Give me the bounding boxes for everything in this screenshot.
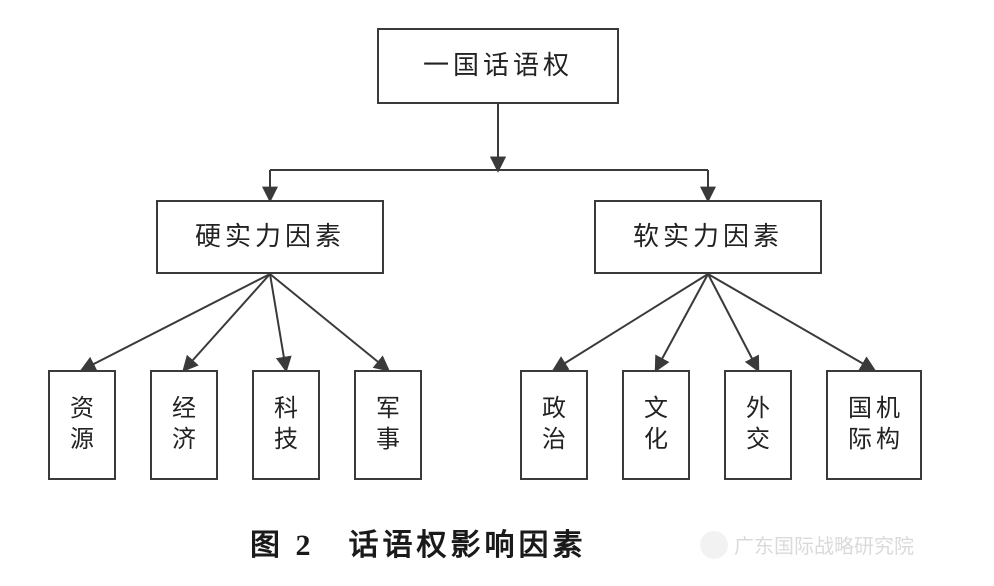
watermark: 广东国际战略研究院 xyxy=(700,530,914,559)
node-res: 资源 xyxy=(48,370,116,480)
watermark-icon xyxy=(700,531,728,559)
node-hard: 硬实力因素 xyxy=(156,200,384,274)
node-intl: 国际机构 xyxy=(826,370,922,480)
node-tech: 科技 xyxy=(252,370,320,480)
node-soft: 软实力因素 xyxy=(594,200,822,274)
node-pol: 政治 xyxy=(520,370,588,480)
node-mil: 军事 xyxy=(354,370,422,480)
figure-caption: 图 2 话语权影响因素 xyxy=(250,520,587,564)
watermark-text: 广东国际战略研究院 xyxy=(734,530,914,559)
node-dip: 外交 xyxy=(724,370,792,480)
node-root: 一国话语权 xyxy=(377,28,619,104)
node-cult: 文化 xyxy=(622,370,690,480)
node-econ: 经济 xyxy=(150,370,218,480)
